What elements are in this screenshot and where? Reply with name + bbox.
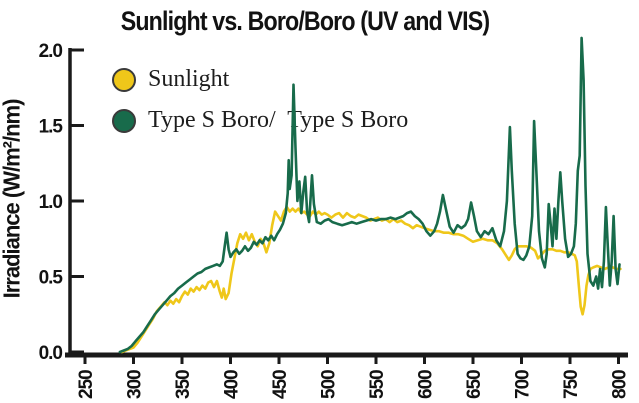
legend-item-sunlight: Sunlight [112,66,408,93]
y-tick-label: 2.0 [39,41,63,62]
chart-title: Sunlight vs. Boro/Boro (UV and VIS) [120,6,490,36]
legend: Sunlight Type S Boro/ Type S Boro [112,66,408,148]
legend-item-boro: Type S Boro/ Type S Boro [112,107,408,134]
legend-label-boro: Type S Boro/ Type S Boro [148,107,409,133]
x-tick-label: 650 [464,370,485,399]
x-tick-label: 700 [513,370,534,399]
sunlight-swatch-icon [112,67,136,92]
legend-label-sunlight: Sunlight [148,66,230,92]
x-tick-label: 550 [367,370,388,399]
x-tick-label: 600 [416,370,437,399]
y-tick-label: 0.0 [39,343,63,364]
x-tick-label: 500 [319,370,340,399]
x-tick-label: 350 [173,370,194,399]
boro-swatch-icon [112,108,136,133]
y-axis-label: Irradiance (W/m²/nm) [0,99,25,299]
x-tick-label: 450 [270,370,291,399]
x-tick-label: 400 [222,370,243,399]
series-sunlight [120,205,622,354]
x-tick-label: 800 [610,370,631,399]
y-tick-label: 1.0 [39,192,63,213]
x-tick-label: 250 [76,370,97,399]
x-tick-label: 750 [561,370,582,399]
x-tick-label: 300 [125,370,146,399]
y-tick-label: 1.5 [39,117,64,138]
y-tick-label: 0.5 [39,268,64,289]
